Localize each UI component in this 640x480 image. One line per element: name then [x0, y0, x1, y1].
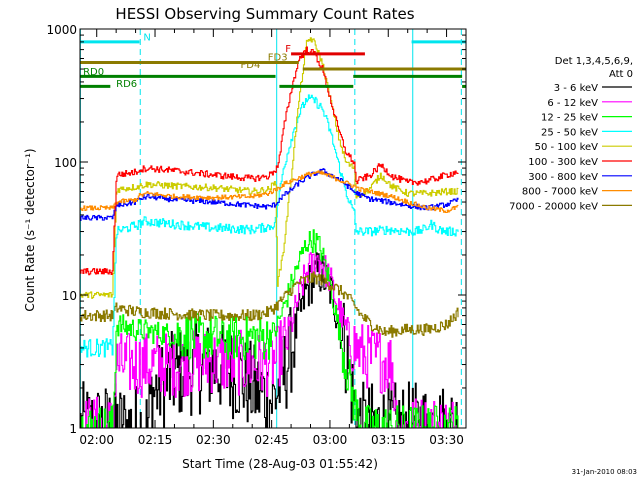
- plot-frame: [79, 28, 467, 429]
- axes: 02:00 02:15 02:30 02:45 03:00 03:15 03:30 1 10 10…: [46, 23, 467, 447]
- legend: Det 1,3,4,5,6,9, Att 0 3 - 6 keV 6 - 12 k…: [509, 56, 633, 212]
- y-tick-label: 100: [54, 156, 77, 170]
- flag-label-f: F: [285, 44, 291, 55]
- legend-label: 6 - 12 keV: [547, 98, 598, 109]
- x-tick-label: 02:45: [254, 433, 289, 447]
- series-line-6-12-kev: [80, 252, 458, 428]
- x-tick-label: 03:30: [429, 433, 464, 447]
- date-stamp: 31-Jan-2010 08:03: [572, 468, 637, 476]
- flag-label-rd0: RD0: [83, 67, 104, 78]
- x-tick-label: 03:15: [371, 433, 406, 447]
- legend-label: 100 - 300 keV: [528, 157, 598, 168]
- flag-label-rd6: RD6: [116, 79, 137, 90]
- legend-label: 800 - 7000 keV: [522, 187, 598, 198]
- flag-label-n: N: [143, 32, 150, 43]
- series-line-7000-20000-kev: [80, 271, 459, 338]
- legend-label: 50 - 100 keV: [535, 142, 599, 153]
- legend-label: 12 - 25 keV: [541, 113, 598, 124]
- series-line-100-300-kev: [80, 46, 459, 276]
- legend-label: 7000 - 20000 keV: [509, 201, 598, 212]
- legend-header-line-1: Det 1,3,4,5,6,9,: [555, 56, 633, 67]
- y-tick-label: 1: [69, 422, 77, 436]
- flag-label-fd3: FD3: [268, 52, 288, 63]
- legend-label: 3 - 6 keV: [554, 83, 598, 94]
- chart-title: HESSI Observing Summary Count Rates: [115, 5, 414, 23]
- x-tick-label: 02:30: [196, 433, 231, 447]
- x-tick-label: 02:15: [138, 433, 173, 447]
- y-tick-label: 1000: [46, 23, 77, 37]
- y-axis-label: Count Rate (s⁻¹ detector⁻¹): [23, 148, 37, 311]
- y-tick-label: 10: [62, 289, 77, 303]
- legend-header-line-2: Att 0: [609, 69, 633, 80]
- series-line-800-7000-kev: [80, 170, 459, 214]
- x-tick-label: 03:00: [313, 433, 348, 447]
- series-line-300-800-kev: [80, 168, 459, 222]
- x-axis-label: Start Time (28-Aug-03 01:55:42): [182, 457, 378, 471]
- legend-label: 300 - 800 keV: [528, 172, 598, 183]
- series-line-25-50-kev: [80, 94, 459, 358]
- series-line-50-100-kev: [80, 37, 459, 299]
- series-line-3-6-kev: [80, 252, 458, 428]
- legend-label: 25 - 50 keV: [541, 127, 598, 138]
- x-tick-label: 02:00: [79, 433, 114, 447]
- flag-label-fd4: FD4: [241, 60, 261, 71]
- plot-area: [79, 29, 462, 428]
